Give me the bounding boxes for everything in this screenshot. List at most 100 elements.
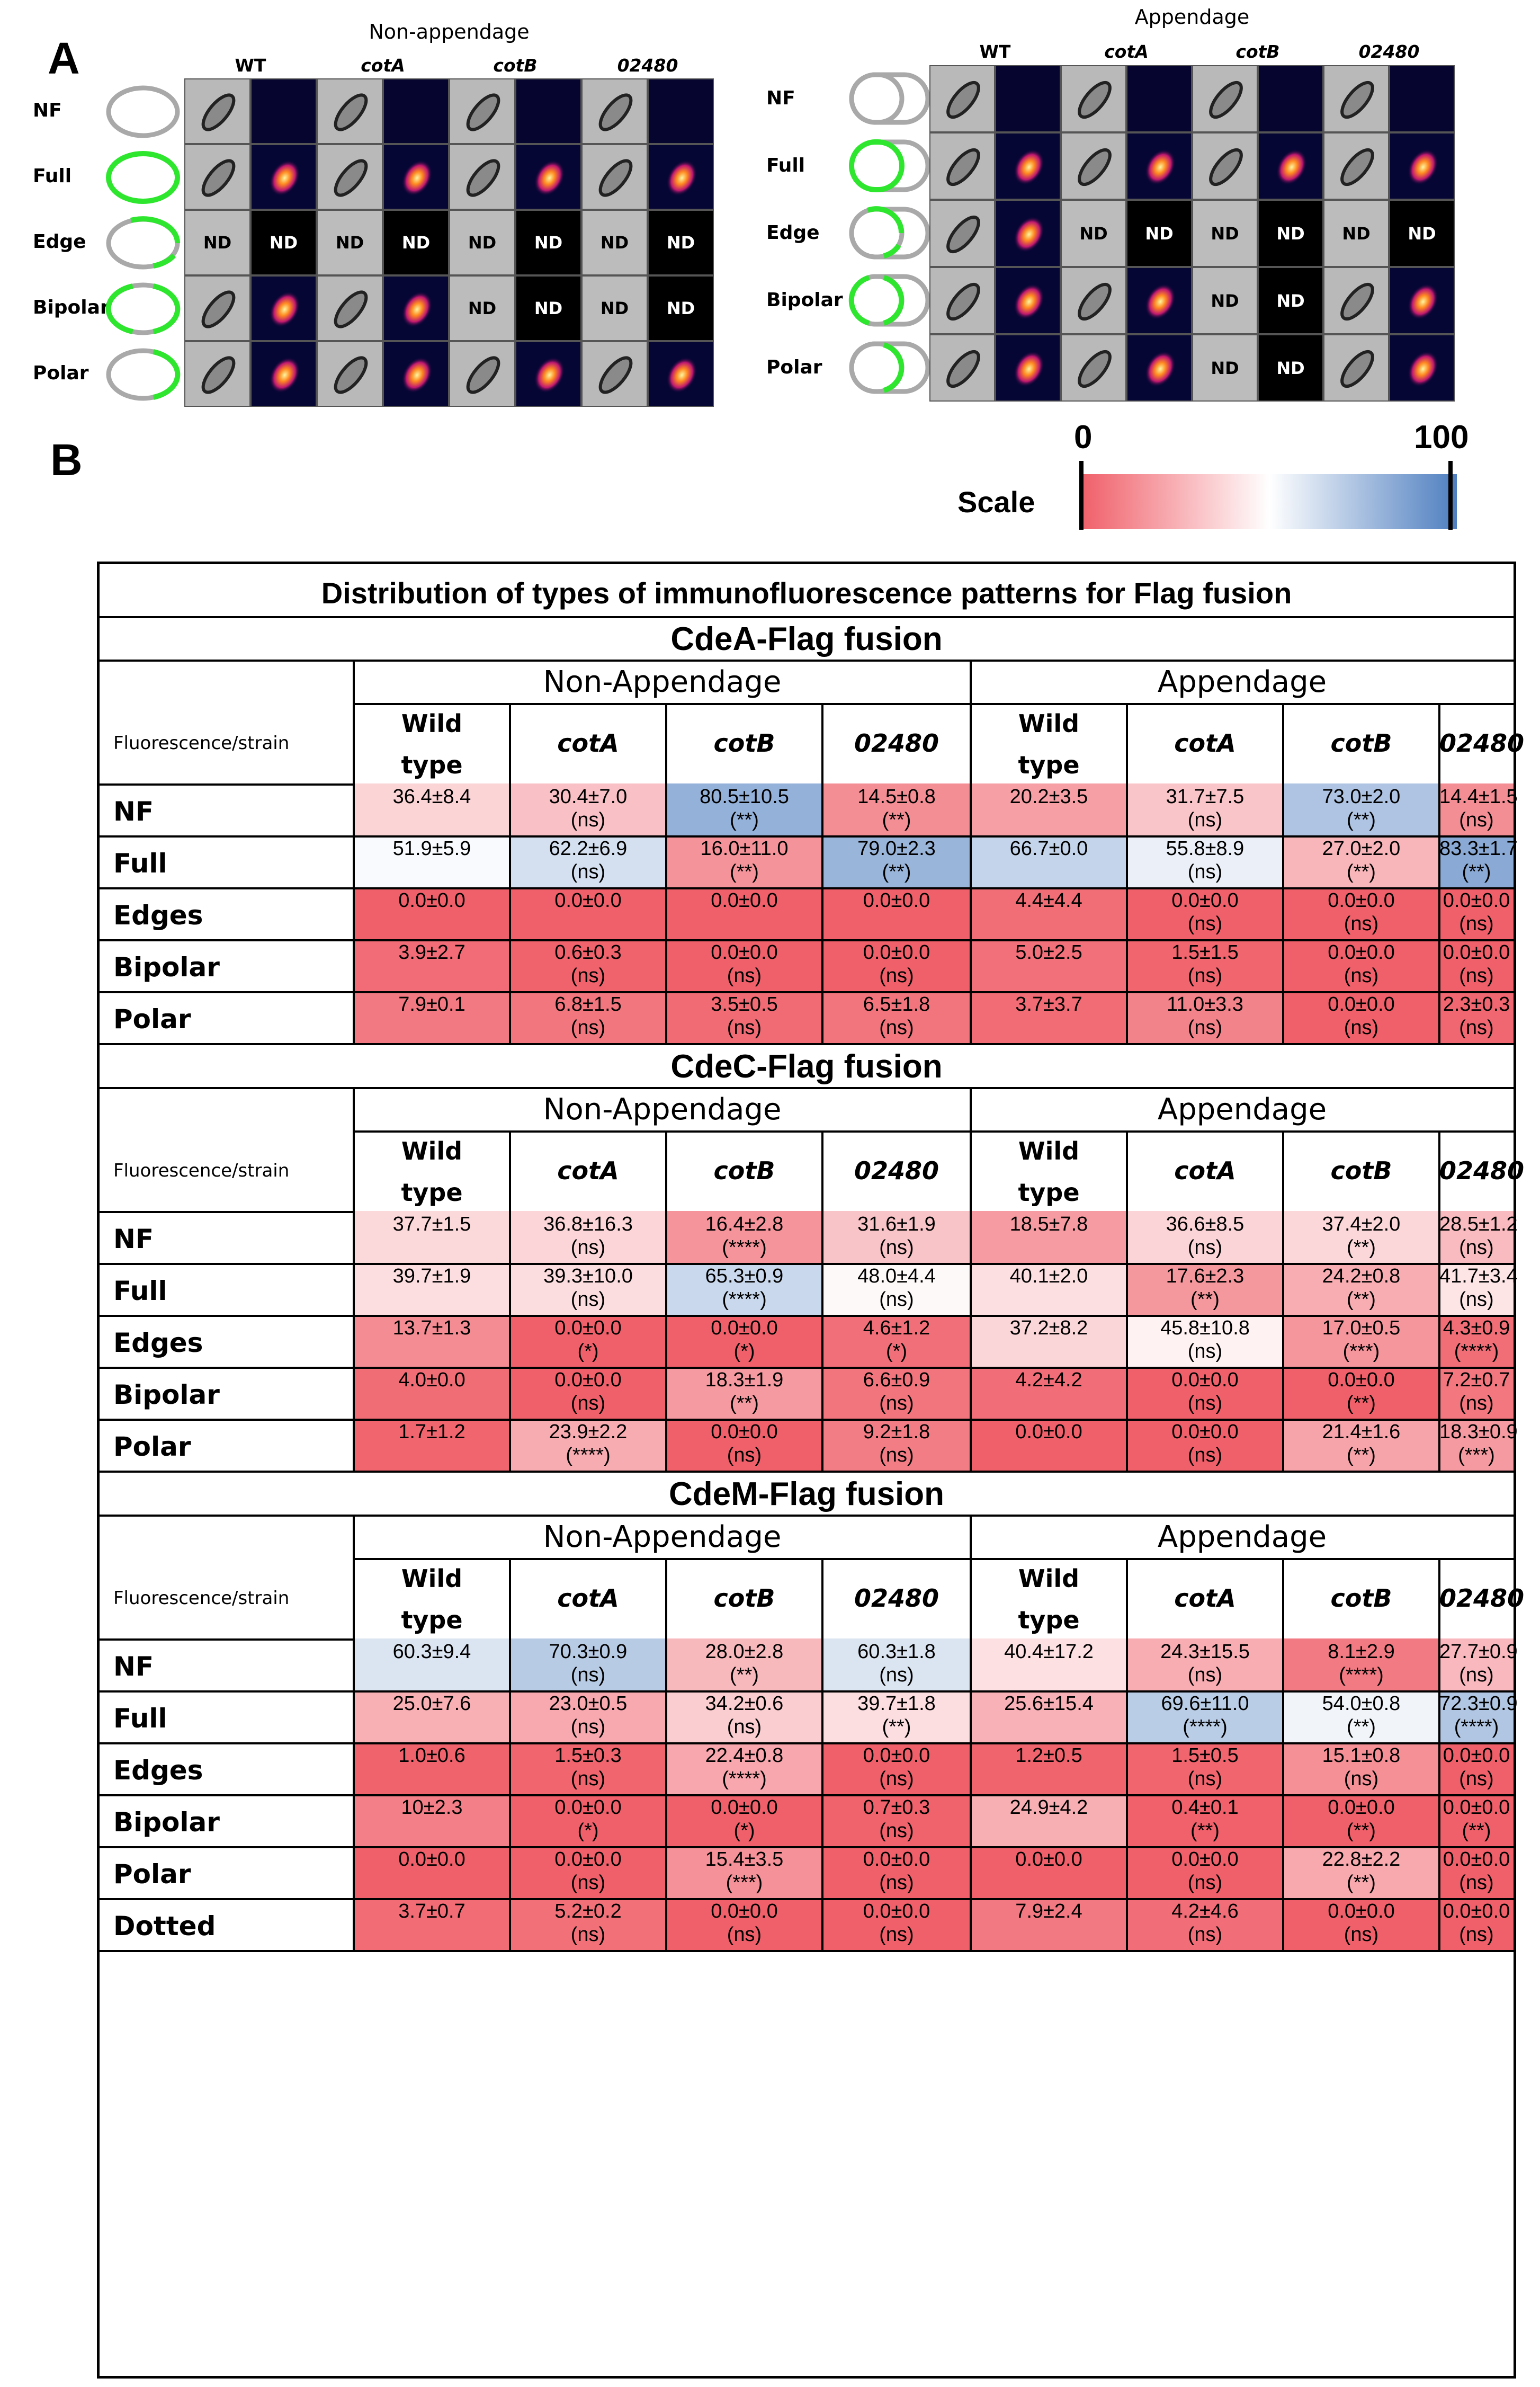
immunofluorescence-image: ND xyxy=(1258,334,1323,402)
table-rule xyxy=(665,703,667,1043)
cell-value: 4.6±1.2 xyxy=(863,1317,930,1339)
cell-value: 3.7±0.7 xyxy=(398,1900,465,1922)
cell-value: 0.0±0.0 xyxy=(711,889,778,912)
scale-gradient-bar xyxy=(1082,474,1457,529)
strain-header-line: 02480 xyxy=(854,1584,939,1613)
phase-contrast-image: ND xyxy=(1192,267,1258,334)
immunofluorescence-image: ND xyxy=(1389,200,1455,267)
cell-value: 0.0±0.0 xyxy=(1328,1900,1395,1922)
strain-header: cotA xyxy=(510,723,666,803)
table-cell: 30.4±7.0 (ns) xyxy=(510,783,666,835)
cell-significance: (****) xyxy=(566,1444,611,1466)
row-rule xyxy=(100,1419,1514,1421)
spore-pattern-sketch xyxy=(847,204,932,265)
immunofluorescence-image xyxy=(648,78,714,144)
nd-label: ND xyxy=(1276,358,1305,378)
group-header: Appendage xyxy=(1157,1092,1327,1127)
phase-contrast-image xyxy=(317,275,383,341)
group-header: Appendage xyxy=(1157,1520,1327,1554)
table-rule xyxy=(665,1558,667,1950)
table-cell: 0.0±0.0 (*) xyxy=(666,1315,822,1367)
table-cell: 27.0±2.0 (**) xyxy=(1283,835,1439,887)
cell-value: 17.0±0.5 xyxy=(1322,1317,1401,1339)
cell-significance: (**) xyxy=(882,809,911,831)
immunofluorescence-image xyxy=(250,341,317,407)
cell-significance: (****) xyxy=(1454,1716,1499,1738)
table-cell: 0.0±0.0 (ns) xyxy=(1439,1742,1514,1794)
strain-header-line: Wild xyxy=(1018,1137,1080,1165)
table-title: Distribution of types of immunofluoresce… xyxy=(321,576,1292,610)
cell-value: 62.2±6.9 xyxy=(549,838,628,860)
strain-header: 02480 xyxy=(1439,723,1524,803)
cell-significance: (ns) xyxy=(570,965,606,987)
strain-header: 02480 xyxy=(822,1578,971,1658)
strain-header-line: cotB xyxy=(713,729,775,758)
cell-value: 0.0±0.0 xyxy=(398,1848,465,1871)
panel-a-column-label: WT xyxy=(235,55,266,76)
table-cell: 36.8±16.3 (ns) xyxy=(510,1211,666,1263)
cell-significance: (ns) xyxy=(570,1923,606,1946)
strain-header: cotA xyxy=(510,1150,666,1231)
cell-value: 4.3±0.9 xyxy=(1443,1317,1510,1339)
table-cell: 69.6±11.0 (****) xyxy=(1127,1690,1283,1742)
cell-value: 3.5±0.5 xyxy=(711,993,778,1016)
table-cell: 0.0±0.0 (ns) xyxy=(1439,939,1514,991)
table-cell: 14.4±1.5 (ns) xyxy=(1439,783,1518,835)
cell-value: 83.3±1.7 xyxy=(1439,838,1518,860)
table-cell: 0.0±0.0 (**) xyxy=(1439,1794,1514,1846)
table-cell: 25.6±15.4 xyxy=(971,1690,1127,1742)
immunofluorescence-image: ND xyxy=(250,210,317,275)
cell-value: 14.4±1.5 xyxy=(1439,786,1518,808)
row-label: NF xyxy=(113,796,154,827)
phase-contrast-image xyxy=(1192,132,1258,200)
phase-contrast-image xyxy=(449,78,515,144)
cell-significance: (**) xyxy=(1347,1392,1376,1414)
row-label: Bipolar xyxy=(113,952,220,983)
immunofluorescence-image xyxy=(995,200,1061,267)
table-rule xyxy=(100,1087,1514,1089)
table-cell: 37.2±8.2 xyxy=(971,1315,1127,1367)
strain-header-line: cotB xyxy=(1330,1156,1392,1185)
row-rule xyxy=(100,1898,1514,1900)
cell-significance: (ns) xyxy=(727,1444,762,1466)
immunofluorescence-image xyxy=(250,275,317,341)
nd-label: ND xyxy=(1342,223,1371,244)
table-cell: 17.0±0.5 (***) xyxy=(1283,1315,1439,1367)
table-cell: 0.0±0.0 xyxy=(354,1846,510,1898)
cell-value: 9.2±1.8 xyxy=(863,1421,930,1443)
row-label: Polar xyxy=(113,1859,191,1890)
nd-label: ND xyxy=(335,233,364,253)
cell-significance: (ns) xyxy=(570,861,606,883)
strain-header-line: type xyxy=(1018,1178,1080,1207)
cell-significance: (**) xyxy=(1462,861,1491,883)
cell-value: 18.5±7.8 xyxy=(1009,1213,1088,1235)
cell-value: 0.0±0.0 xyxy=(554,1369,622,1391)
cell-value: 37.2±8.2 xyxy=(1009,1317,1088,1339)
cell-value: 40.1±2.0 xyxy=(1009,1265,1088,1287)
cell-value: 51.9±5.9 xyxy=(392,838,471,860)
cell-significance: (ns) xyxy=(879,1236,914,1259)
table-cell: 1.2±0.5 xyxy=(971,1742,1127,1794)
phase-contrast-image: ND xyxy=(449,275,515,341)
cell-value: 24.9±4.2 xyxy=(1009,1796,1088,1819)
table-cell: 6.6±0.9 (ns) xyxy=(822,1367,971,1419)
cell-value: 6.8±1.5 xyxy=(554,993,622,1016)
table-cell: 73.0±2.0 (**) xyxy=(1283,783,1439,835)
table-cell: 0.0±0.0 (**) xyxy=(1283,1367,1439,1419)
table-cell: 0.0±0.0 xyxy=(510,887,666,939)
strain-header-line: 02480 xyxy=(854,729,939,758)
cell-value: 4.0±0.0 xyxy=(398,1369,465,1391)
group-header: Non-Appendage xyxy=(543,1092,782,1127)
table-cell: 23.9±2.2 (****) xyxy=(510,1419,666,1471)
phase-contrast-image xyxy=(929,65,995,132)
section-title: CdeM-Flag fusion xyxy=(668,1476,945,1512)
cell-value: 0.0±0.0 xyxy=(863,1744,930,1767)
table-rule xyxy=(1126,1558,1128,1950)
table-cell: 18.3±0.9 (***) xyxy=(1439,1419,1518,1471)
cell-value: 28.5±1.2 xyxy=(1439,1213,1518,1235)
cell-significance: (ns) xyxy=(879,1392,914,1414)
table-cell: 15.4±3.5 (***) xyxy=(666,1846,822,1898)
cell-value: 6.5±1.8 xyxy=(863,993,930,1016)
cell-significance: (**) xyxy=(1347,1820,1376,1842)
cell-value: 22.4±0.8 xyxy=(705,1744,784,1767)
